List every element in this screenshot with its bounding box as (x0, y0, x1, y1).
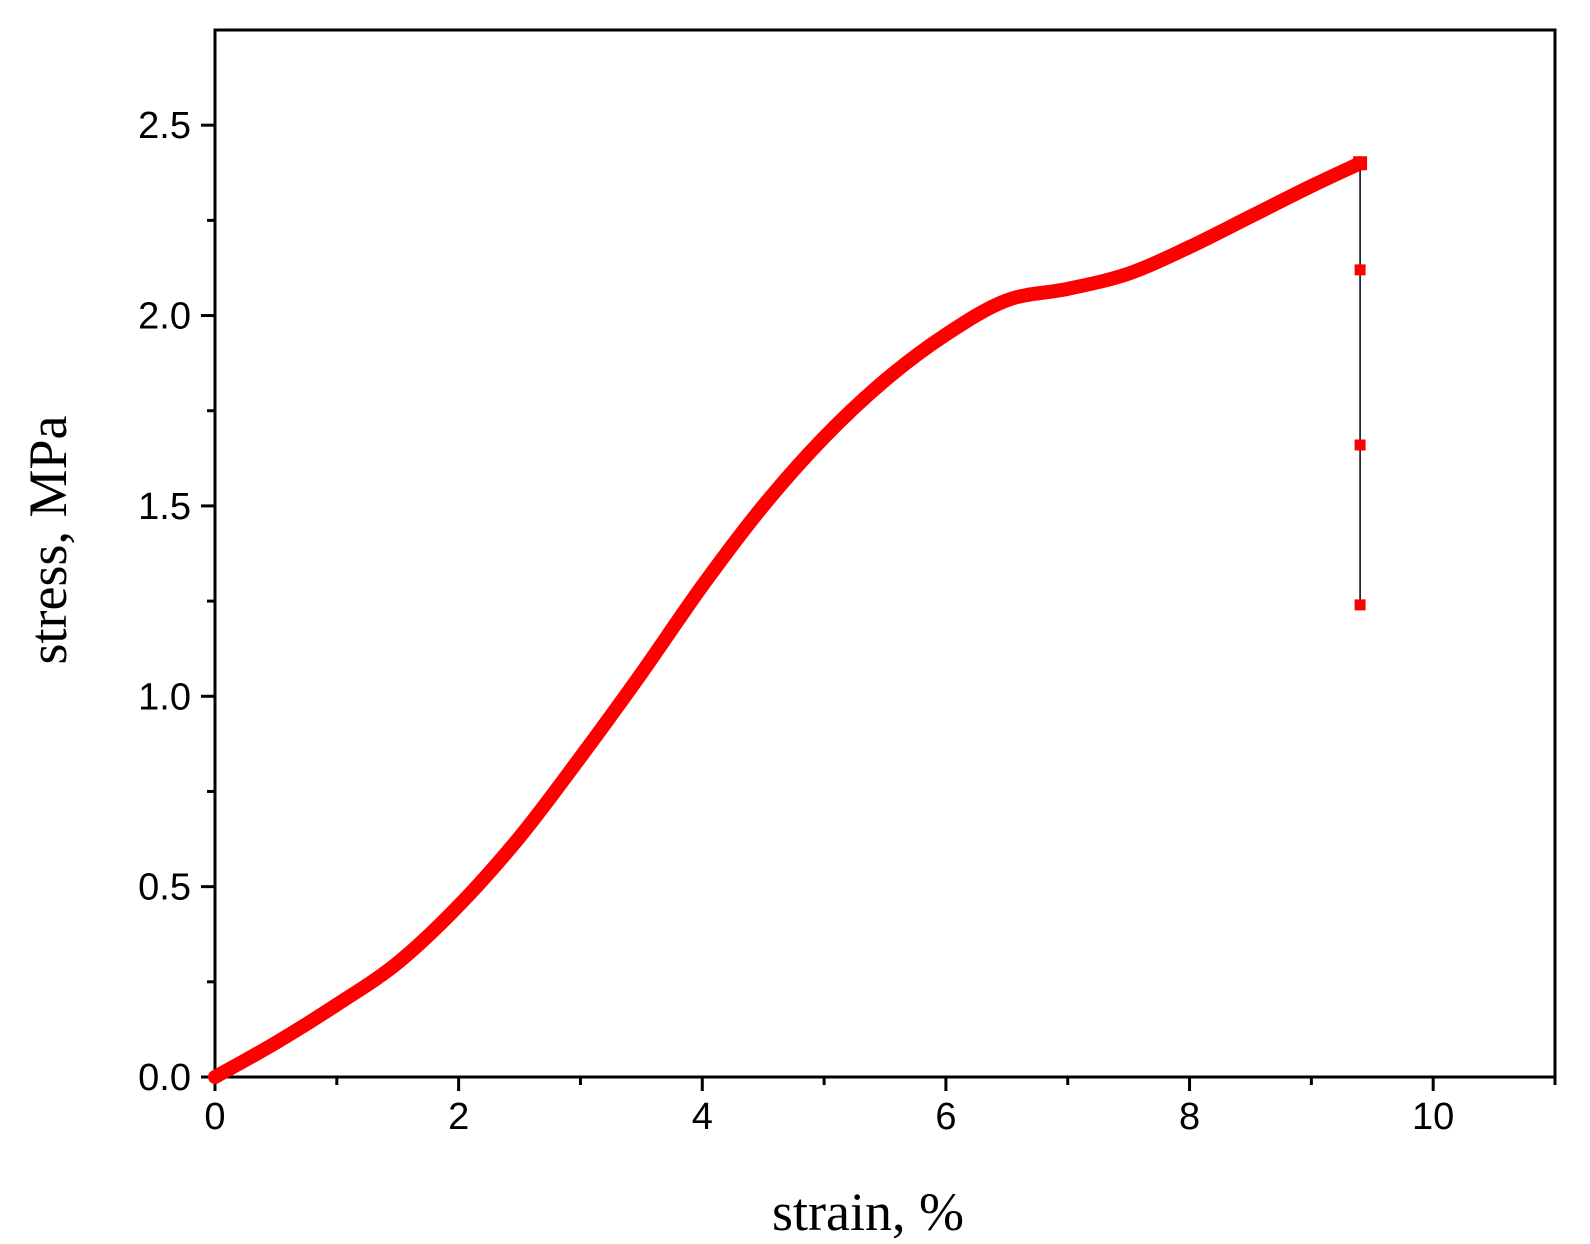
y-tick-label: 0.5 (138, 867, 191, 909)
drop-point-marker (1353, 156, 1368, 171)
drop-point-marker (1354, 439, 1366, 451)
drop-point-marker (1354, 599, 1366, 611)
x-tick-label: 8 (1179, 1096, 1200, 1138)
stress-strain-curve (208, 156, 1368, 1084)
y-tick-label: 1.0 (138, 676, 191, 718)
x-tick-label: 0 (204, 1096, 225, 1138)
drop-point-marker (1354, 264, 1366, 276)
data-layer (208, 156, 1368, 1084)
x-tick-label: 10 (1412, 1096, 1454, 1138)
y-axis-title: stress, MPa (18, 415, 78, 664)
x-tick-label: 4 (692, 1096, 713, 1138)
y-tick-label: 2.5 (138, 105, 191, 147)
y-tick-label: 2.0 (138, 296, 191, 338)
x-tick-label: 6 (935, 1096, 956, 1138)
axes: 0 2 4 6 8 10 0.0 0.5 1.0 1.5 2.0 2.5 (138, 28, 1557, 1138)
y-tick-label: 1.5 (138, 486, 191, 528)
x-axis-title: strain, % (772, 1182, 964, 1242)
y-tick-label: 0.0 (138, 1057, 191, 1099)
x-tick-label: 2 (448, 1096, 469, 1138)
plot-frame (213, 28, 1557, 1079)
